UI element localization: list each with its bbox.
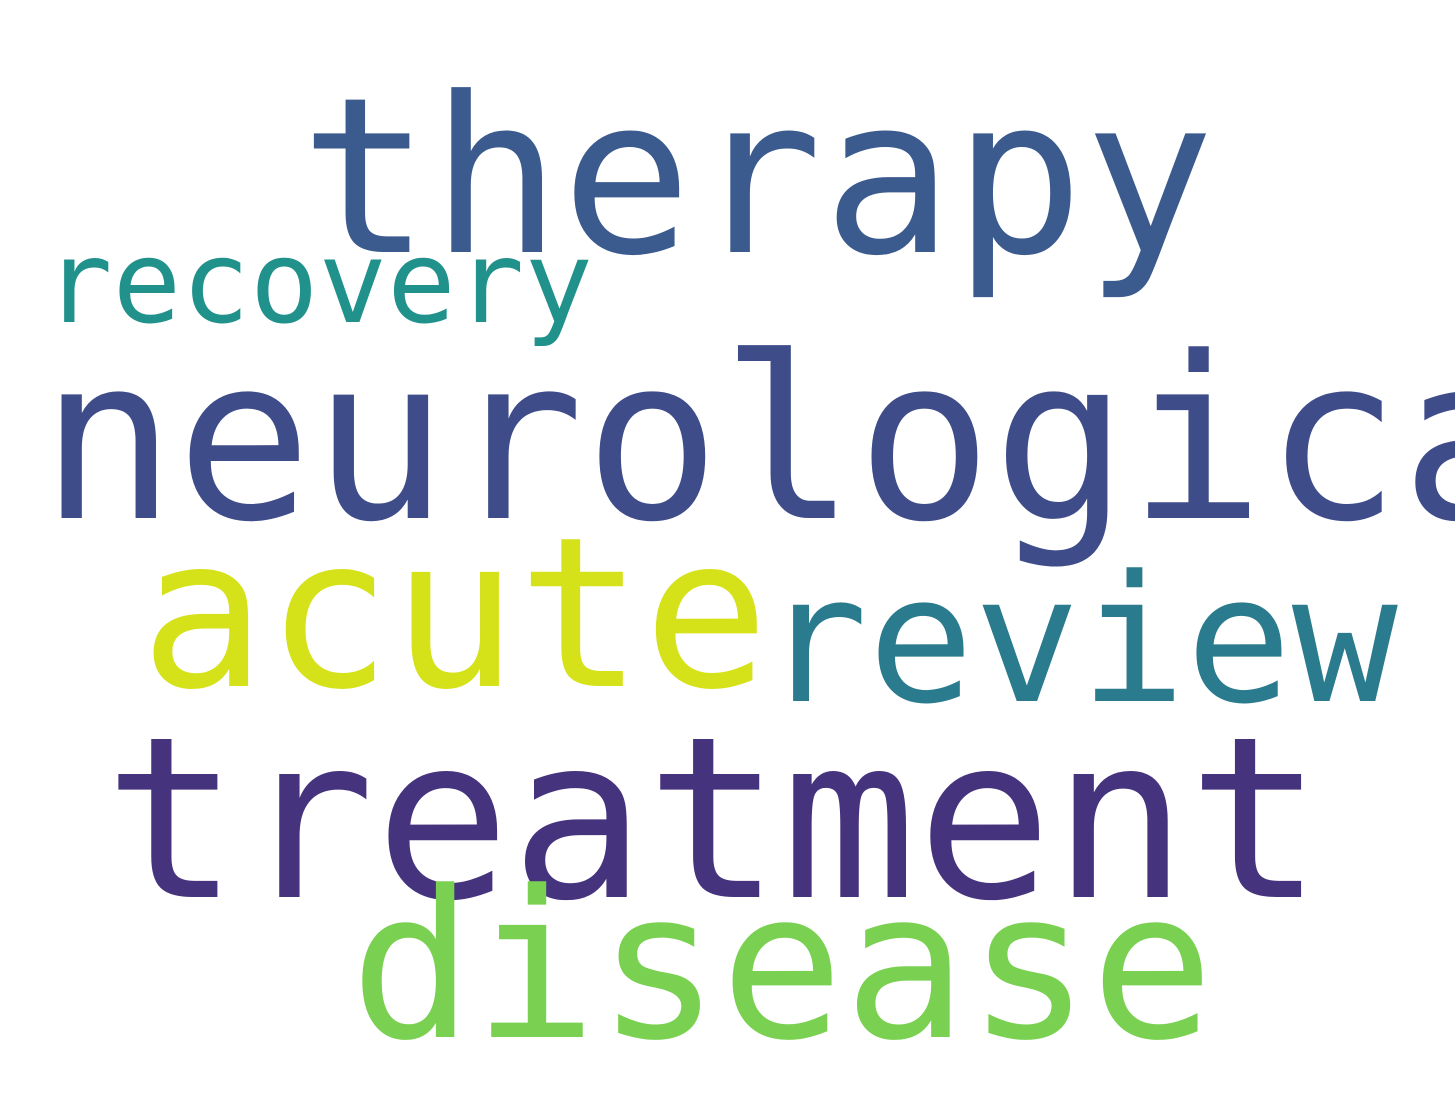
word-recovery: recovery [44, 216, 594, 349]
word-acute: acute [140, 493, 770, 736]
word-neurological: neurological [40, 309, 1455, 572]
word-treatment: treatment [104, 689, 1324, 951]
word-disease: disease [350, 848, 1214, 1086]
word-review: review [762, 538, 1398, 743]
word-therapy: therapy [300, 52, 1215, 304]
